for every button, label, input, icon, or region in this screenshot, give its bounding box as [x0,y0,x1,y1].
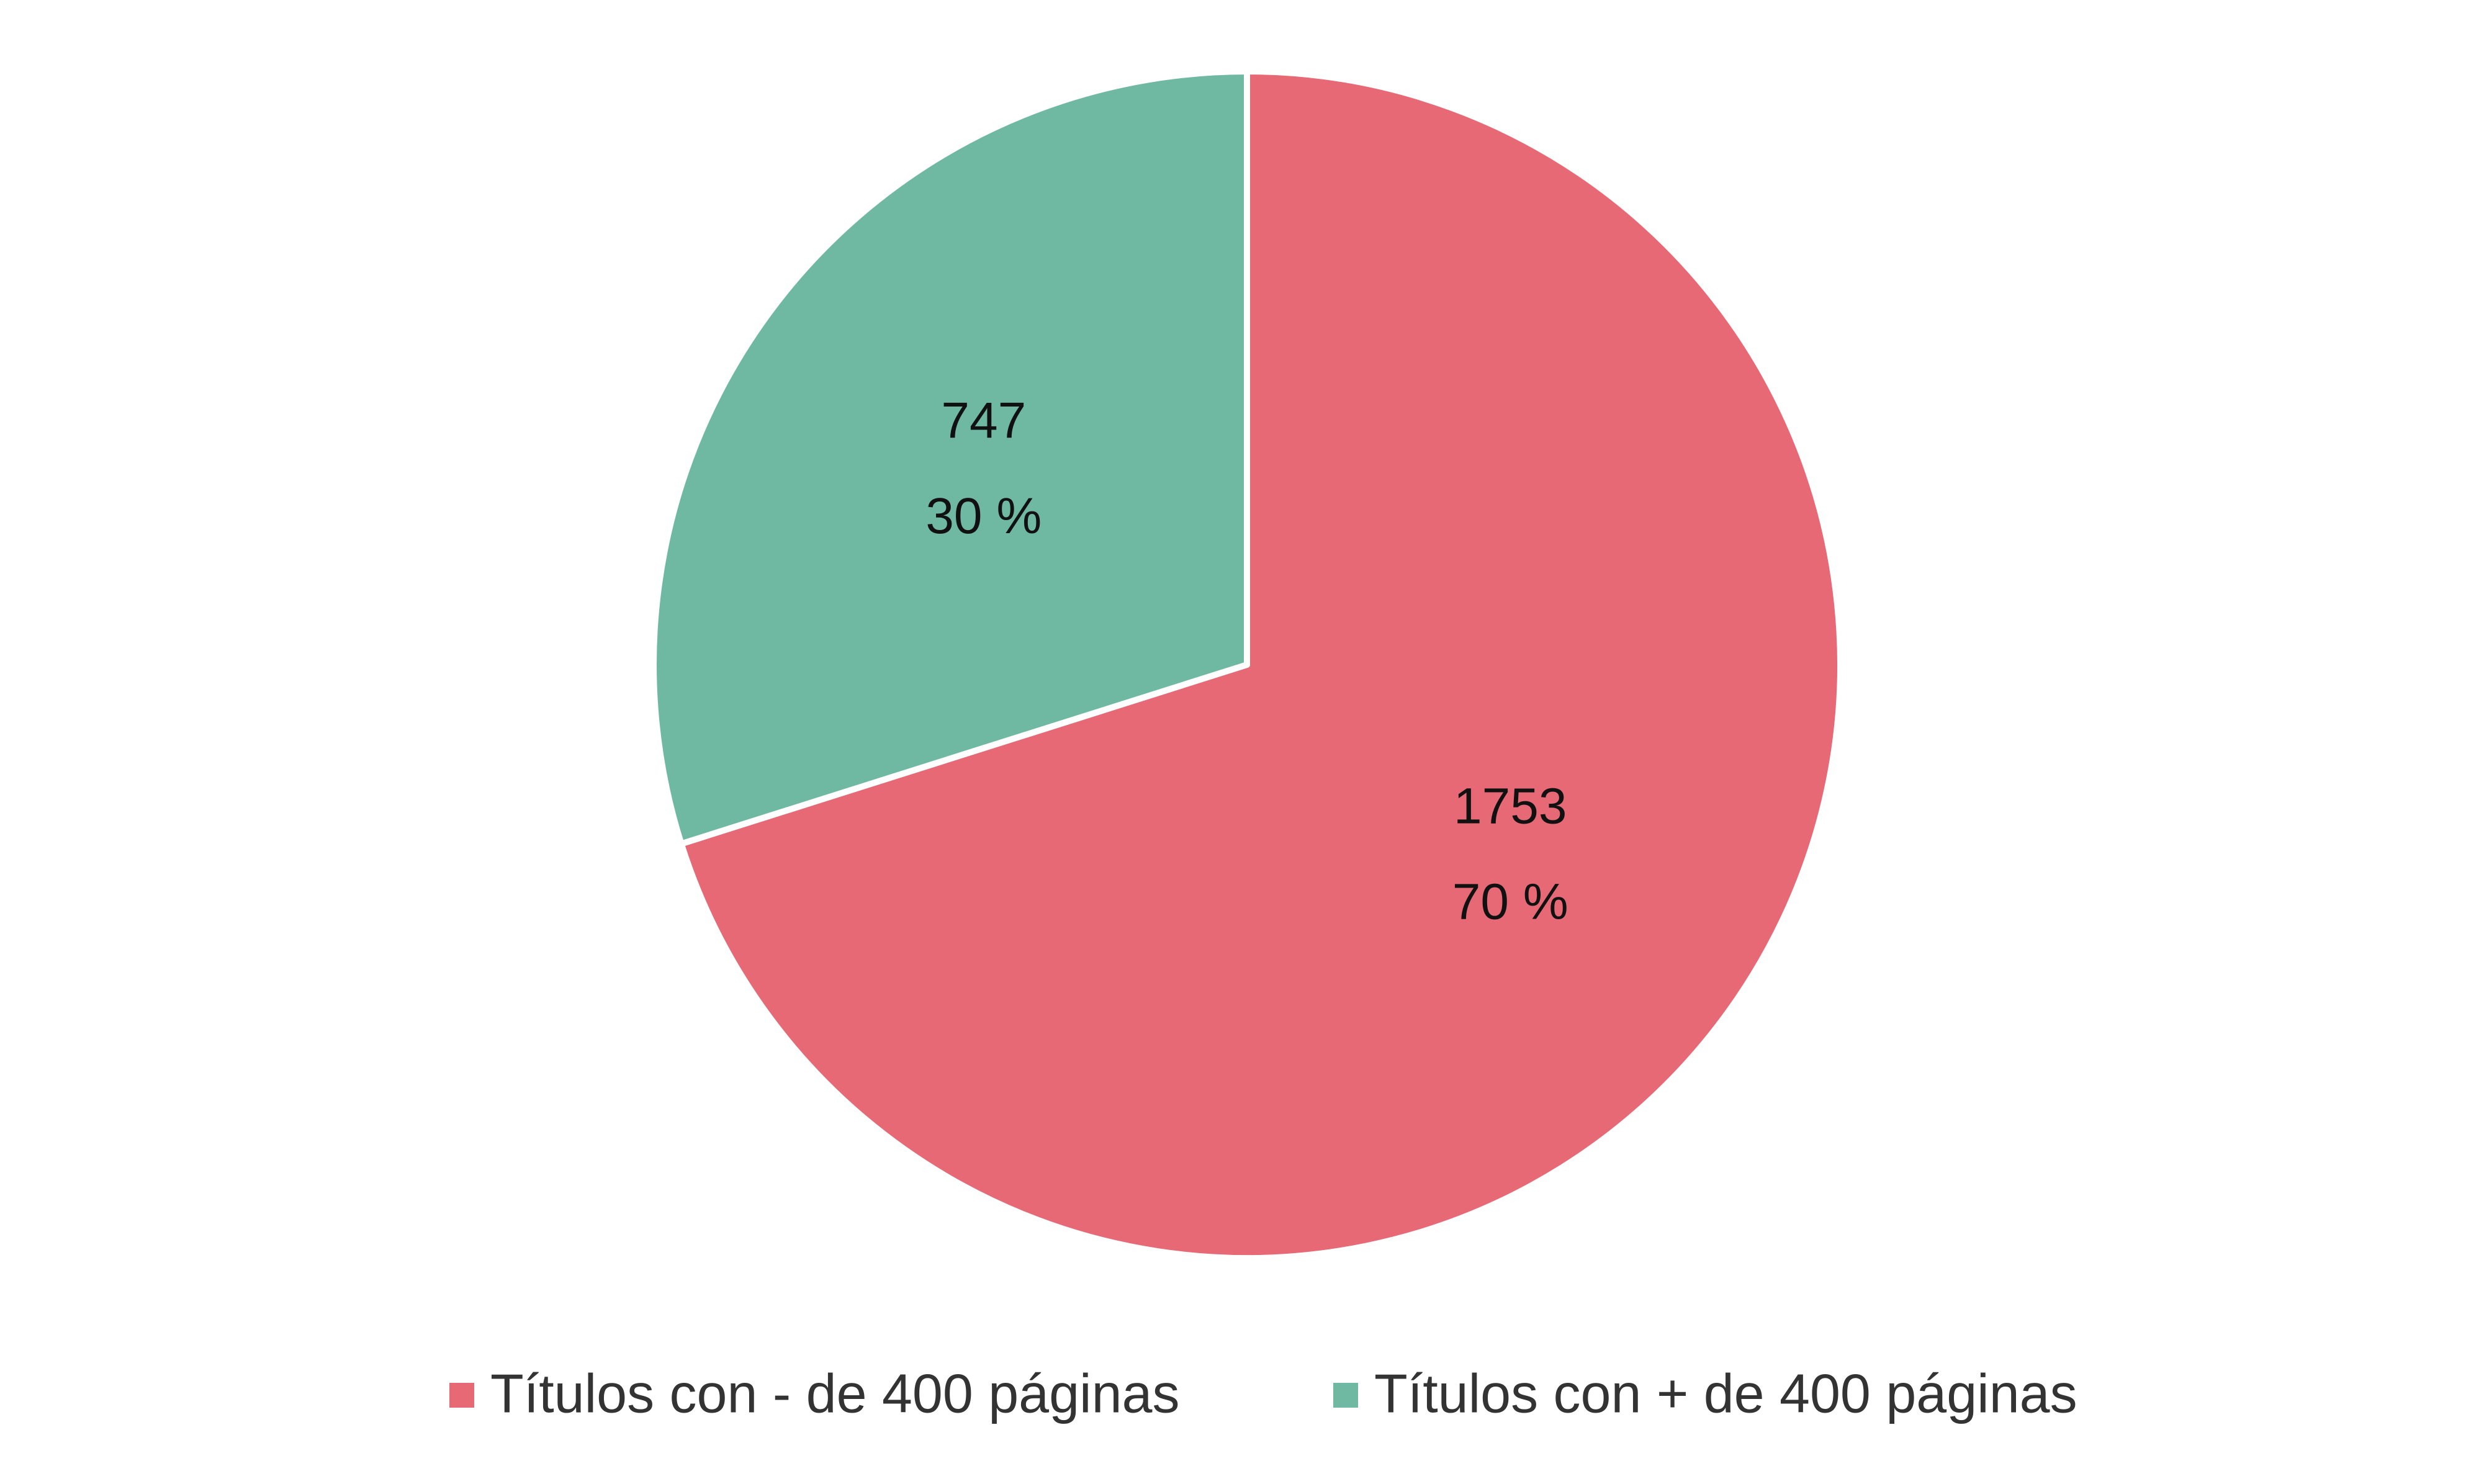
legend-label: Títulos con + de 400 páginas [1374,1362,2077,1424]
legend-swatch [449,1383,474,1408]
data-label: 747 [941,392,1026,449]
data-label: 1753 [1454,778,1567,834]
legend-swatch [1333,1383,1358,1408]
pie-slice [650,68,1250,847]
legend-label: Títulos con - de 400 páginas [490,1362,1179,1424]
pie-slice [678,68,1843,1261]
percentage-label: 30 % [925,488,1042,544]
percentage-label: 70 % [1452,873,1568,930]
